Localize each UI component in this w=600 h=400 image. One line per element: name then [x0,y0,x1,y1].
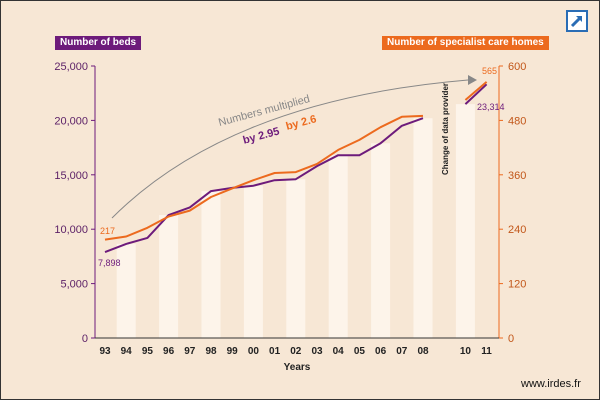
expand-arrow-icon[interactable] [566,10,588,32]
x-tick-label: 97 [184,346,196,357]
series-line [464,81,488,101]
x-tick-label: 10 [460,346,472,357]
x-tick-label: 01 [269,346,281,357]
right-tick-label: 480 [508,115,526,127]
year-band [159,215,179,338]
year-band [328,155,348,338]
homes-multiplier: by 2.6 [285,113,318,133]
x-tick-label: 06 [375,346,387,357]
x-tick-label: 99 [227,346,239,357]
beds-multiplier: by 2.95 [242,125,281,146]
x-tick-label: 94 [121,346,133,357]
x-tick-label: 00 [248,346,260,357]
left-tick-label: 15,000 [54,170,88,182]
beds-start-label: 7,898 [98,258,121,268]
year-band [243,185,263,338]
x-axis-title: Years [284,362,311,373]
x-tick-label: 05 [354,346,366,357]
x-tick-label: 96 [163,346,175,357]
year-band [201,191,221,338]
year-band [286,179,306,338]
beds-end-label: 23,314 [477,102,505,112]
series-line [104,114,424,241]
year-band [455,104,475,338]
series-line [104,117,424,254]
homes-start-label: 217 [100,226,115,236]
site-url[interactable]: www.irdes.fr [521,378,581,390]
left-axis-title: Number of beds [55,36,142,50]
arrow-curve [111,79,469,219]
right-axis-title: Number of specialist care homes [382,36,549,50]
left-tick-label: 10,000 [54,224,88,236]
left-tick-label: 5,000 [60,279,88,291]
right-tick-label: 240 [508,224,526,236]
homes-end-label: 565 [482,66,497,76]
right-tick-label: 600 [508,61,526,73]
x-tick-label: 98 [205,346,217,357]
multiplied-arrow [111,75,477,219]
right-tick-label: 120 [508,279,526,291]
left-tick-label: 25,000 [54,61,88,73]
series-lines [104,81,488,254]
axes: 0 5,000 10,000 15,000 20,000 25,000 0 120 240 360… [54,61,526,373]
year-band [116,243,136,338]
year-bands [116,104,475,338]
right-tick-label: 0 [508,333,514,345]
year-band [371,143,391,338]
x-tick-label: 95 [142,346,154,357]
provider-change-annotation: Change of data provider [441,83,450,175]
x-tick-label: 02 [290,346,302,357]
arrow-head [468,75,477,85]
x-tick-label: 11 [481,346,492,357]
x-tick-label: 07 [396,346,408,357]
right-tick-label: 360 [508,170,526,182]
x-tick-label: 93 [99,346,111,357]
left-tick-label: 0 [82,333,88,345]
x-tick-label: 08 [417,346,429,357]
x-tick-label: 04 [333,346,345,357]
x-tick-label: 03 [311,346,323,357]
year-band [413,118,433,338]
series-line [464,83,488,105]
left-tick-label: 20,000 [54,115,88,127]
